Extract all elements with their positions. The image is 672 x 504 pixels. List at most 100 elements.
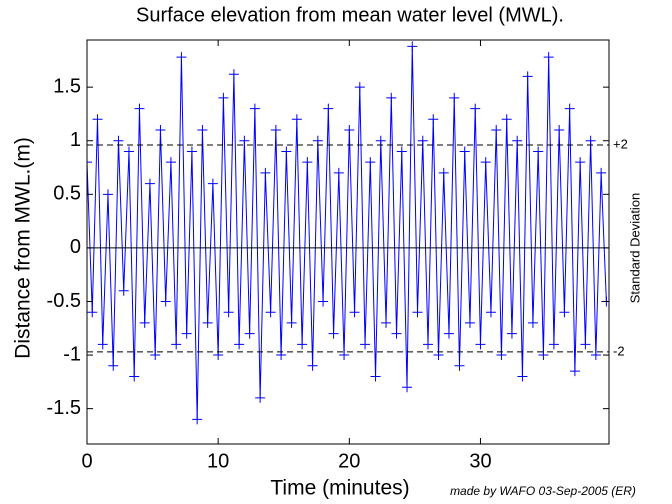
y-tick-label: -1.5 bbox=[47, 397, 81, 419]
chart-title: Surface elevation from mean water level … bbox=[136, 4, 564, 26]
plot-frame bbox=[86, 39, 610, 445]
data-marker bbox=[223, 307, 234, 318]
data-marker bbox=[354, 82, 365, 93]
right-label: Standard Deviation bbox=[627, 193, 642, 304]
data-marker bbox=[522, 71, 533, 82]
data-line bbox=[87, 46, 607, 420]
data-marker bbox=[517, 371, 528, 382]
data-marker bbox=[491, 125, 502, 136]
data-marker bbox=[349, 307, 360, 318]
data-marker bbox=[297, 339, 308, 350]
y-tick-label: 1 bbox=[70, 129, 81, 151]
x-tick-label: 20 bbox=[338, 450, 360, 472]
data-marker bbox=[564, 103, 575, 114]
data-marker bbox=[102, 189, 113, 200]
data-marker bbox=[454, 360, 465, 371]
data-marker bbox=[533, 146, 544, 157]
data-marker bbox=[202, 317, 213, 328]
data-marker bbox=[249, 103, 260, 114]
data-marker bbox=[160, 296, 171, 307]
data-marker bbox=[165, 157, 176, 168]
y-axis-label: Distance from MWL.(m) bbox=[12, 137, 35, 359]
data-marker bbox=[150, 350, 161, 361]
y-tick-label: -1 bbox=[63, 343, 81, 365]
x-axis-label: Time (minutes) bbox=[270, 477, 409, 500]
sd-label: +2 bbox=[613, 136, 628, 151]
data-marker bbox=[108, 360, 119, 371]
data-marker bbox=[312, 135, 323, 146]
data-marker bbox=[527, 317, 538, 328]
data-marker bbox=[344, 125, 355, 136]
data-marker bbox=[407, 41, 418, 52]
data-marker bbox=[176, 52, 187, 63]
data-marker bbox=[370, 371, 381, 382]
data-marker bbox=[512, 135, 523, 146]
y-tick-label: 0.5 bbox=[53, 183, 81, 205]
data-marker bbox=[286, 317, 297, 328]
data-marker bbox=[129, 371, 140, 382]
data-marker bbox=[302, 157, 313, 168]
data-marker bbox=[559, 307, 570, 318]
data-marker bbox=[181, 328, 192, 339]
data-marker bbox=[485, 307, 496, 318]
data-marker bbox=[449, 92, 460, 103]
data-marker bbox=[318, 296, 329, 307]
data-marker bbox=[92, 114, 103, 125]
data-marker bbox=[443, 328, 454, 339]
data-marker bbox=[375, 135, 386, 146]
data-marker bbox=[585, 135, 596, 146]
data-marker bbox=[538, 350, 549, 361]
data-marker bbox=[470, 103, 481, 114]
data-marker bbox=[87, 157, 92, 168]
data-marker bbox=[428, 114, 439, 125]
data-marker bbox=[197, 125, 208, 136]
data-marker bbox=[569, 366, 580, 377]
data-marker bbox=[438, 167, 449, 178]
data-marker bbox=[87, 307, 98, 318]
data-marker bbox=[228, 69, 239, 80]
y-tick-label: 0 bbox=[70, 236, 81, 258]
data-marker bbox=[580, 339, 591, 350]
data-marker bbox=[554, 125, 565, 136]
data-marker bbox=[323, 103, 334, 114]
data-marker bbox=[270, 125, 281, 136]
data-marker bbox=[459, 146, 470, 157]
data-marker bbox=[139, 317, 150, 328]
data-marker bbox=[134, 103, 145, 114]
data-marker bbox=[501, 114, 512, 125]
data-marker bbox=[475, 339, 486, 350]
data-marker bbox=[480, 157, 491, 168]
data-marker bbox=[291, 114, 302, 125]
x-tick-label: 0 bbox=[81, 450, 92, 472]
data-marker bbox=[218, 92, 229, 103]
data-marker bbox=[391, 328, 402, 339]
data-marker bbox=[234, 339, 245, 350]
y-tick-label: -0.5 bbox=[47, 290, 81, 312]
data-marker bbox=[423, 339, 434, 350]
data-marker bbox=[365, 157, 376, 168]
plot bbox=[87, 41, 609, 425]
x-tick-label: 10 bbox=[207, 450, 229, 472]
data-marker bbox=[155, 125, 166, 136]
x-tick-label: 30 bbox=[469, 450, 491, 472]
data-marker bbox=[255, 392, 266, 403]
data-marker bbox=[207, 178, 218, 189]
data-marker bbox=[506, 328, 517, 339]
data-marker bbox=[396, 146, 407, 157]
data-marker bbox=[464, 317, 475, 328]
y-tick-label: 1.5 bbox=[53, 75, 81, 97]
data-marker bbox=[596, 167, 607, 178]
data-marker bbox=[590, 350, 601, 361]
data-marker bbox=[260, 167, 271, 178]
data-marker bbox=[333, 167, 344, 178]
data-marker bbox=[307, 360, 318, 371]
data-marker bbox=[186, 146, 197, 157]
data-marker bbox=[144, 178, 155, 189]
data-marker bbox=[192, 414, 203, 425]
data-marker bbox=[575, 157, 586, 168]
data-marker bbox=[171, 339, 182, 350]
data-marker bbox=[118, 285, 129, 296]
data-marker bbox=[281, 146, 292, 157]
data-marker bbox=[265, 307, 276, 318]
credit: made by WAFO 03-Sep-2005 (ER) bbox=[450, 484, 636, 498]
